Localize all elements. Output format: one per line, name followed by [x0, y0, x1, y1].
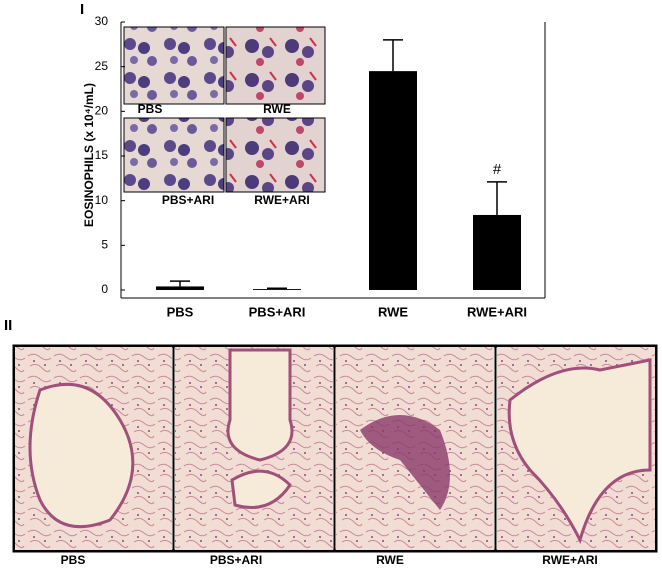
y-tick-label: 20 [95, 104, 109, 118]
airway [507, 358, 652, 545]
y-tick-label: 10 [95, 193, 109, 207]
histology: PBS PBS+ARI RWE RWE+ARI [15, 347, 655, 567]
annotation: # [493, 161, 502, 178]
panel-label: II [4, 317, 12, 334]
error-bar [267, 287, 287, 290]
y-axis-title: EOSINOPHILS (x 10⁴/mL) [82, 83, 96, 227]
histology-label: PBS+ARI [210, 553, 262, 567]
histology-label: PBS [61, 553, 86, 567]
airway [226, 348, 294, 509]
y-tick-label: 30 [95, 14, 109, 28]
error-bar [170, 280, 190, 287]
histology-label: RWE [376, 553, 404, 567]
bar [253, 289, 301, 290]
inset-photo [123, 26, 225, 105]
inset-label: PBS+ARI [162, 193, 214, 207]
error-bar [487, 181, 507, 215]
airway [360, 415, 450, 510]
y-tick-label: 15 [95, 148, 109, 162]
insets: PBS RWE PBS+ARI RWE+ARI [123, 26, 326, 207]
bar [473, 214, 521, 290]
bar [369, 71, 417, 290]
panel-label: I [80, 1, 84, 18]
histology-label: RWE+ARI [542, 553, 597, 567]
inset-photo [225, 26, 326, 105]
inset-photo [225, 117, 326, 193]
x-tick-label: PBS [167, 304, 194, 319]
x-tick-label: RWE [378, 304, 408, 319]
bar [156, 286, 204, 290]
y-tick-label: 25 [95, 59, 109, 73]
x-tick-label: PBS+ARI [249, 304, 306, 319]
histology-frame [12, 344, 658, 553]
x-tick-label: RWE+ARI [467, 304, 527, 319]
inset-label: RWE [263, 102, 291, 116]
inset-label: RWE+ARI [254, 193, 309, 207]
inset-photo [123, 117, 225, 193]
airway [28, 382, 135, 529]
error-bar [383, 39, 403, 72]
inset-label: PBS [138, 102, 163, 116]
y-tick-label: 5 [101, 238, 108, 252]
y-tick-label: 0 [101, 282, 108, 296]
